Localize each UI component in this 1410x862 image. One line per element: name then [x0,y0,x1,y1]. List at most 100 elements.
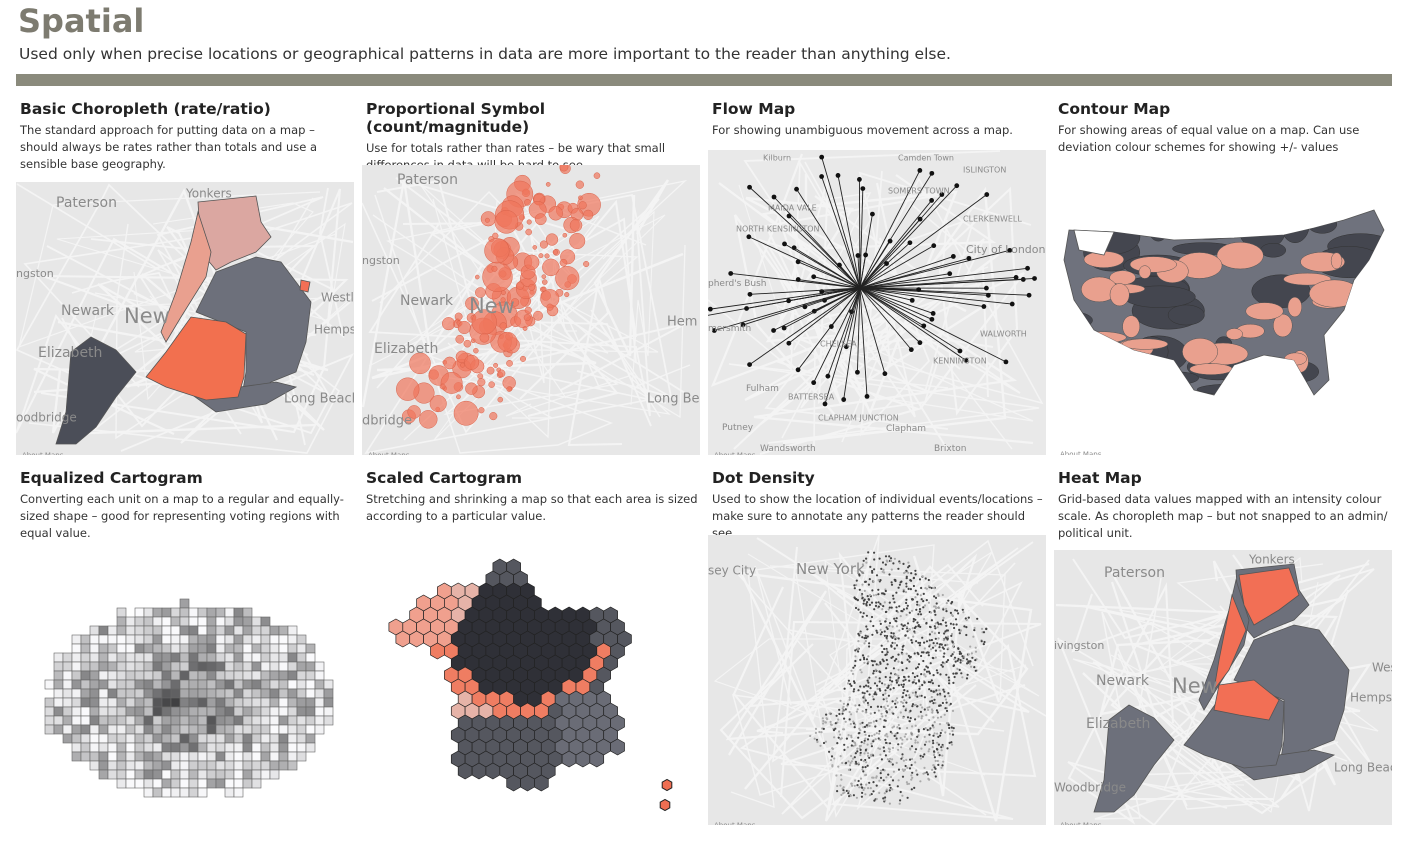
dot [940,663,943,667]
dot [934,637,937,640]
dot [910,774,913,777]
dot [898,802,901,805]
cell [80,706,91,717]
cell [323,697,334,708]
dot [937,763,940,766]
dot [848,696,851,699]
cell [233,670,244,681]
dot [864,699,867,702]
dot [873,799,876,802]
dot [899,799,902,802]
dot [841,712,844,715]
cell [296,661,307,672]
cell [251,724,262,735]
dot [852,744,855,748]
cell [125,652,136,663]
cell [179,751,190,762]
cell [260,751,271,762]
cell [251,742,262,753]
cell [179,661,190,672]
cell [287,661,298,672]
symbol [526,219,532,225]
dot [869,565,872,568]
cell [197,706,208,717]
cell [161,769,172,780]
cell [161,679,172,690]
dot [867,551,870,554]
dot [917,641,920,644]
cell [278,742,289,753]
dot [901,653,904,656]
cell [179,715,190,726]
dot [936,642,939,645]
flow-end [929,198,935,203]
dot [925,622,928,625]
cell [179,679,190,690]
dot [925,665,928,668]
dot [912,620,915,623]
cell [134,670,145,681]
dot [911,776,914,779]
cell [152,634,163,645]
dot [878,557,881,560]
cell [98,670,109,681]
cell [134,679,145,690]
dot [852,666,855,669]
dot [879,717,882,721]
dot [867,703,870,707]
cell [116,769,127,780]
dot [924,727,927,730]
dot [910,745,914,748]
dot [950,741,953,744]
cell [71,643,82,654]
dot [859,751,862,754]
cell [80,697,91,708]
cell [188,670,199,681]
dot [950,743,954,746]
dot [926,706,929,709]
cell [143,751,154,762]
dot [877,737,880,740]
dot [834,727,837,730]
cell [188,643,199,654]
dot [908,679,911,682]
dot [910,788,913,791]
dot [847,682,850,685]
dot [928,705,931,709]
dot [890,568,893,571]
dot [933,632,936,635]
symbol [465,382,478,395]
cell [215,607,226,618]
cell [134,760,145,771]
symbol [456,394,461,400]
dot [845,737,848,740]
dot [918,685,921,688]
cell [206,616,217,627]
cell [116,715,127,726]
dot [869,705,873,709]
dot [885,649,889,652]
dot [928,633,931,636]
dot [858,704,861,707]
dot [895,591,898,594]
dot [837,736,840,739]
dot [913,630,916,633]
dot [874,725,877,728]
dot [944,644,947,647]
dot [909,709,912,712]
dot [952,672,955,675]
flow-line [742,287,861,326]
cell [260,760,271,771]
dot [876,705,879,708]
dot [947,599,950,602]
dot [889,679,892,682]
cell [242,769,253,780]
dot [822,741,826,745]
cell [179,643,190,654]
cell [152,733,163,744]
dot [891,746,895,749]
cell [125,760,136,771]
dot [950,632,954,636]
cell [269,715,280,726]
road [732,572,1005,796]
